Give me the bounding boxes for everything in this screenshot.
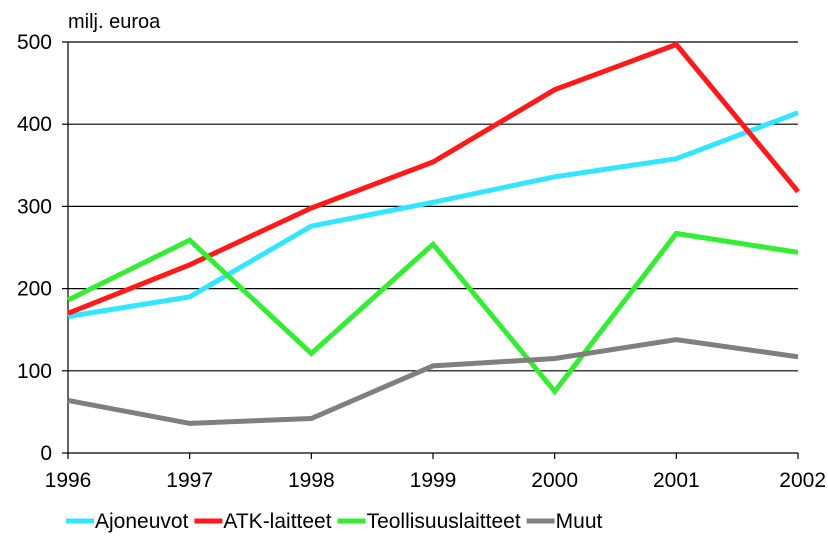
y-tick-label-100: 100 — [17, 360, 52, 383]
y-tick-label-400: 400 — [17, 113, 52, 136]
legend-label-muut: Muut — [556, 510, 603, 533]
y-axis-unit-label: milj. euroa — [68, 11, 161, 33]
x-tick-label-2000: 2000 — [531, 469, 578, 492]
y-tick-label-0: 0 — [40, 442, 52, 465]
y-tick-labels: 0 100 200 300 400 500 — [17, 31, 52, 465]
x-tick-label-1998: 1998 — [288, 469, 335, 492]
axes — [62, 41, 799, 459]
series-line-atk-laitteet — [67, 41, 800, 316]
grid-lines — [68, 41, 798, 372]
x-tick-label-2002: 2002 — [779, 469, 826, 492]
y-tick-label-200: 200 — [17, 278, 52, 301]
legend-label-ajoneuvot: Ajoneuvot — [95, 510, 189, 533]
series-line-muut — [67, 337, 799, 426]
legend: Ajoneuvot ATK-laitteet Teollisuuslaitteet M… — [66, 510, 603, 533]
x-tick-label-1996: 1996 — [45, 469, 92, 492]
series-line-teollisuuslaitteet — [66, 230, 799, 396]
series-lines — [66, 41, 800, 426]
x-tick-label-1997: 1997 — [166, 469, 213, 492]
y-tick-label-300: 300 — [17, 195, 52, 218]
y-tick-label-500: 500 — [17, 31, 52, 54]
legend-label-atk-laitteet: ATK-laitteet — [223, 510, 331, 533]
legend-label-teollisuuslaitteet: Teollisuuslaitteet — [367, 510, 521, 533]
x-tick-labels: 1996 1997 1998 1999 2000 2001 2002 — [45, 469, 826, 492]
x-tick-label-2001: 2001 — [653, 469, 700, 492]
x-tick-label-1999: 1999 — [410, 469, 457, 492]
series-line-ajoneuvot — [67, 110, 799, 319]
